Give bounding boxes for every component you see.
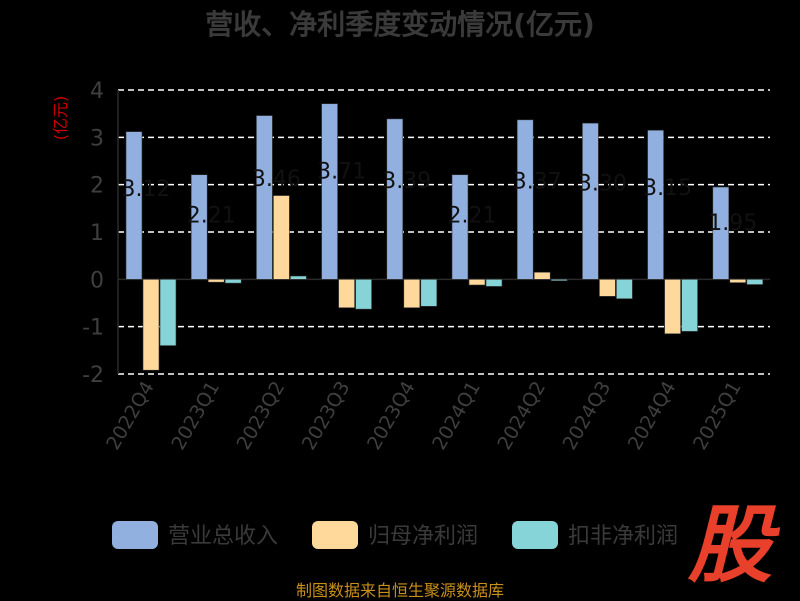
x-tick-label: 2023Q3: [298, 378, 355, 454]
bar-0: [125, 131, 143, 280]
x-tick-label: 2023Q2: [233, 378, 290, 454]
bar-1: [533, 271, 551, 280]
bar-2: [550, 279, 568, 282]
data-label: 3.12: [122, 177, 171, 202]
bar-2: [616, 279, 633, 300]
legend-swatch: [112, 521, 158, 549]
bar-0: [712, 186, 730, 280]
bar-1: [338, 279, 355, 309]
x-tick-label: 2023Q4: [363, 378, 420, 454]
bar-2: [290, 275, 307, 280]
legend: 营业总收入 归母净利润 扣非净利润: [112, 521, 678, 549]
bar-2: [681, 279, 698, 332]
x-tick-label: 2024Q1: [428, 377, 485, 453]
legend-label: 扣非净利润: [568, 524, 678, 549]
bar-2: [224, 279, 242, 284]
x-tick-label: 2024Q4: [624, 378, 681, 454]
bar-2: [485, 279, 503, 287]
x-tick-label: 2022Q4: [102, 378, 159, 454]
bar-2: [420, 279, 438, 307]
bar-1: [599, 279, 616, 297]
bar-0: [321, 103, 338, 280]
data-labels: 3.12 2.21 3.46 3.71 3.39 2.21 3.37 3.30 3.15 1.95: [122, 159, 758, 236]
bar-0: [516, 119, 534, 280]
y-tick-label: 1: [90, 221, 104, 246]
data-label: 1.95: [708, 211, 757, 236]
bar-1: [468, 279, 486, 286]
bar-1: [729, 279, 747, 283]
bar-0: [190, 174, 208, 280]
x-tick-label: 2024Q3: [559, 378, 616, 454]
chart-title: 营收、净利季度变动情况(亿元): [205, 8, 595, 41]
x-tick-label: 2025Q1: [689, 378, 746, 454]
legend-swatch: [512, 521, 558, 549]
data-label: 3.15: [643, 176, 692, 201]
data-label: 3.71: [317, 159, 366, 184]
legend-label: 归母净利润: [368, 524, 478, 549]
bars: [125, 103, 764, 371]
data-label: 3.46: [252, 167, 301, 192]
y-axis: 4 3 2 1 0 -1 -2: [82, 79, 119, 388]
y-tick-label: 0: [90, 268, 104, 293]
y-tick-label: 3: [90, 126, 104, 151]
bar-1: [403, 279, 421, 309]
bar-2: [746, 279, 764, 285]
x-tick-label: 2024Q2: [493, 378, 550, 454]
data-label: 3.37: [513, 169, 562, 194]
data-label: 2.21: [448, 203, 497, 228]
bar-0: [451, 174, 469, 280]
data-label: 3.39: [382, 169, 431, 194]
bar-1: [664, 279, 681, 335]
bar-2: [355, 279, 372, 310]
y-axis-unit: (亿元): [51, 96, 70, 141]
x-tick-label: 2023Q1: [167, 378, 224, 454]
y-tick-label: 4: [90, 79, 104, 104]
bar-0: [647, 129, 664, 280]
bar-0: [386, 118, 404, 280]
bar-1: [207, 279, 225, 283]
bar-1: [142, 279, 160, 371]
bar-1: [273, 195, 290, 280]
bar-2: [159, 279, 177, 346]
data-label: 3.30: [578, 171, 627, 196]
y-tick-label: -1: [82, 316, 104, 341]
data-label: 2.21: [187, 203, 236, 228]
y-tick-label: 2: [90, 174, 104, 199]
legend-label: 营业总收入: [168, 524, 278, 549]
bar-0: [256, 115, 273, 280]
x-axis: 2022Q4 2023Q1 2023Q2 2023Q3 2023Q4 2024Q1 2024…: [102, 377, 746, 453]
legend-swatch: [312, 521, 358, 549]
bar-0: [582, 122, 599, 280]
data-source-note: 制图数据来自恒生聚源数据库: [295, 581, 504, 600]
brand-logo: 股: [688, 496, 773, 594]
y-tick-label: -2: [82, 363, 104, 388]
